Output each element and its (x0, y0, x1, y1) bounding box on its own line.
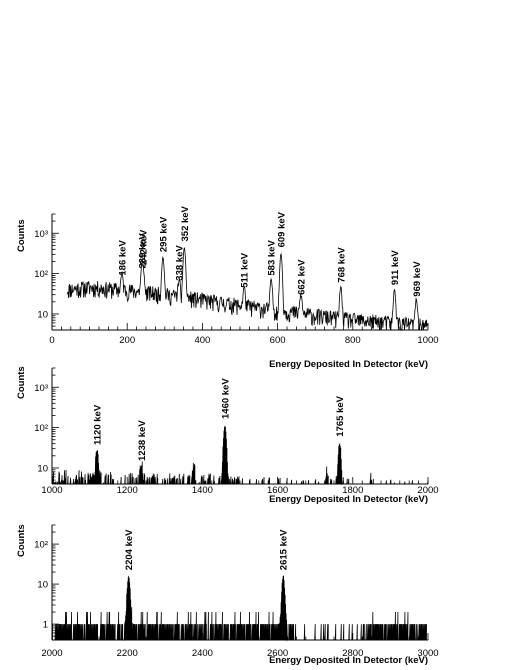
peak-label: 969 keV (412, 261, 423, 297)
x-tick-label: 1600 (267, 485, 288, 496)
spectrum-trace (52, 425, 429, 486)
x-tick-label: 1000 (41, 485, 62, 496)
y-tick-label: 10 (37, 309, 48, 320)
y-tick-label: 10³ (34, 383, 48, 394)
peak-label: 352 keV (180, 205, 191, 241)
x-tick-label: 200 (119, 335, 135, 346)
x-tick-label: 1000 (417, 335, 438, 346)
y-tick-label: 10² (34, 540, 48, 551)
panel-2-xlabel: Energy Deposited In Detector (keV) (269, 494, 428, 505)
y-tick-label: 10² (34, 423, 48, 434)
peak-label: 1460 keV (221, 378, 232, 419)
panel-1: Counts Energy Deposited In Detector (keV… (16, 205, 439, 370)
y-tick-label: 10² (34, 269, 48, 280)
x-tick-label: 0 (49, 335, 54, 346)
y-tick-label: 10³ (34, 229, 48, 240)
peak-label: 609 keV (277, 211, 288, 247)
peak-label: 2615 keV (279, 529, 290, 570)
x-tick-label: 2200 (117, 648, 138, 659)
x-tick-label: 2000 (41, 648, 62, 659)
x-tick-label: 2400 (192, 648, 213, 659)
peak-label: 583 keV (267, 240, 278, 276)
x-tick-label: 600 (270, 335, 286, 346)
y-tick-label: 1 (43, 620, 48, 631)
peak-label: 295 keV (158, 216, 169, 252)
peak-label: 239 keV (137, 232, 148, 268)
panel-3-ylabel: Counts (16, 524, 27, 557)
x-tick-label: 2600 (267, 648, 288, 659)
panel-3: Counts Energy Deposited In Detector (keV… (16, 524, 439, 666)
peak-label: 911 keV (390, 250, 401, 286)
peak-label: 1120 keV (93, 404, 104, 445)
x-tick-label: 2800 (342, 648, 363, 659)
peak-label: 1765 keV (335, 395, 346, 436)
x-tick-label: 2000 (417, 485, 438, 496)
x-tick-label: 3000 (417, 648, 438, 659)
x-tick-label: 1800 (342, 485, 363, 496)
peak-label: 338 keV (175, 245, 186, 281)
panel-2: Counts Energy Deposited In Detector (keV… (16, 366, 439, 505)
x-tick-label: 400 (194, 335, 210, 346)
panel-1-xlabel: Energy Deposited In Detector (keV) (269, 359, 428, 370)
x-tick-label: 1200 (117, 485, 138, 496)
y-tick-label: 10 (37, 463, 48, 474)
x-tick-label: 1400 (192, 485, 213, 496)
spectrum-trace (51, 575, 428, 642)
peak-label: 242 keV (139, 229, 150, 265)
panel-3-xlabel: Energy Deposited In Detector (keV) (269, 655, 428, 666)
panel-2-ylabel: Counts (16, 366, 27, 399)
spectrum-trace (66, 247, 428, 332)
y-tick-label: 10 (37, 580, 48, 591)
peak-label: 2204 keV (124, 529, 135, 570)
x-tick-label: 800 (345, 335, 361, 346)
panel-1-ylabel: Counts (16, 219, 27, 252)
peak-label: 768 keV (336, 247, 347, 283)
peak-label: 662 keV (296, 259, 307, 295)
axes: 0 200 400 600 800 1000 10 10² 10³ (34, 213, 439, 346)
peak-label: 511 keV (240, 252, 251, 288)
peak-label: 1238 keV (137, 420, 148, 461)
peak-label: 186 keV (117, 240, 128, 276)
